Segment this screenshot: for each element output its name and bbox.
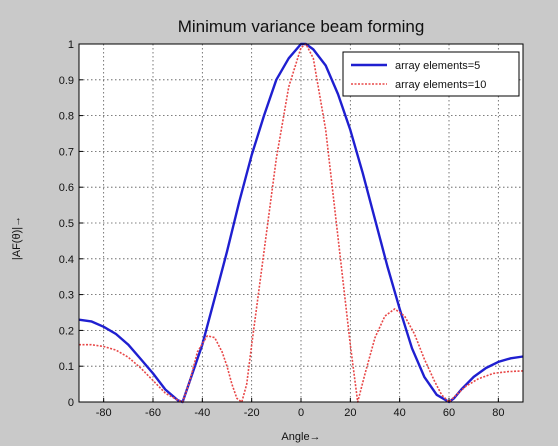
x-tick-label: -60 — [145, 407, 161, 419]
legend-label: array elements=10 — [395, 79, 486, 91]
y-tick-label: 0.3 — [59, 290, 74, 302]
x-tick-label: -40 — [194, 407, 210, 419]
x-tick-label: -20 — [244, 407, 260, 419]
y-tick-label: 0.5 — [59, 218, 74, 230]
plot-area — [79, 44, 523, 402]
y-tick-label: 0.4 — [59, 254, 74, 266]
x-tick-label: 80 — [492, 407, 504, 419]
series-line-10-elements — [79, 43, 524, 403]
ticks: -80 -60 -40 -20 0 20 40 60 80 0 0.1 0.2 0.3 0.4 0.5 0.6… — [59, 39, 505, 419]
x-tick-label: -80 — [96, 407, 112, 419]
y-tick-label: 0.1 — [59, 361, 74, 373]
legend: array elements=5 array elements=10 — [342, 51, 520, 97]
chart-title: Minimum variance beam forming — [178, 17, 425, 36]
x-tick-label: 40 — [394, 407, 406, 419]
x-tick-label: 0 — [298, 407, 304, 419]
y-tick-label: 1 — [68, 39, 74, 51]
y-tick-label: 0.2 — [59, 325, 74, 337]
y-tick-label: 0.9 — [59, 75, 74, 87]
y-axis-label: |AF(θ)|→ — [11, 216, 23, 260]
x-tick-label: 20 — [344, 407, 356, 419]
x-tick-label: 60 — [443, 407, 455, 419]
legend-label: array elements=5 — [395, 60, 480, 72]
y-tick-label: 0.6 — [59, 182, 74, 194]
legend-box — [342, 51, 520, 97]
x-axis-label: Angle→ — [281, 431, 320, 443]
y-tick-label: 0.7 — [59, 146, 74, 158]
y-tick-label: 0.8 — [59, 111, 74, 123]
y-tick-label: 0 — [68, 397, 74, 409]
